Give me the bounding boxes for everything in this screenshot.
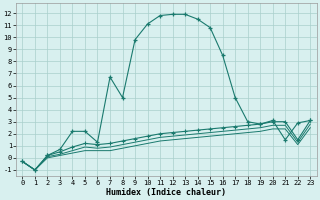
X-axis label: Humidex (Indice chaleur): Humidex (Indice chaleur)	[106, 188, 226, 197]
